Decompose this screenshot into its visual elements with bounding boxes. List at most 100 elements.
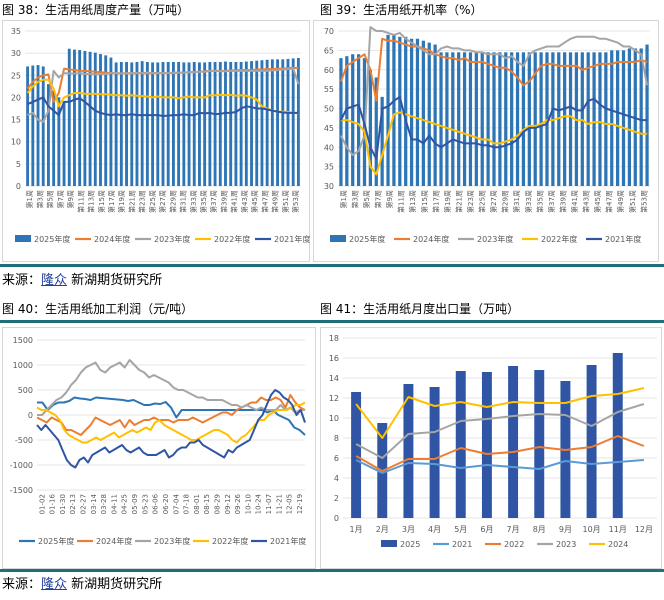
x-tick-label: 第23周 — [466, 190, 475, 213]
series-line — [37, 396, 306, 436]
bar — [621, 50, 626, 186]
bar — [386, 34, 390, 186]
x-tick-label: 02-13 — [69, 494, 77, 514]
divider-bar-mid — [0, 320, 664, 323]
bar — [521, 52, 526, 186]
series-line — [36, 389, 306, 469]
x-tick-label: 12月 — [635, 525, 653, 534]
bar — [339, 58, 343, 186]
bar — [445, 52, 449, 186]
bar — [457, 52, 461, 186]
x-tick-label: 第29周 — [501, 190, 510, 213]
y-tick-label: 0 — [28, 411, 33, 420]
chart-c41: 0 2 4 6 8 10 12 14 16 18 1月 2月 3月 4月 5月 6月 7月 8月 9月 10月 11月 1… — [329, 334, 657, 549]
x-tick-label: 10-24 — [255, 493, 263, 514]
bar — [645, 44, 649, 186]
legend-label: 2023 — [556, 540, 576, 549]
legend-swatch — [330, 235, 346, 242]
x-tick-label: 第13周 — [87, 190, 96, 213]
source-suffix: 新湖期货研究所 — [67, 273, 163, 288]
bar — [368, 69, 372, 186]
bar — [392, 34, 396, 186]
bar — [568, 52, 573, 186]
bar — [239, 62, 243, 186]
chart-title-c38: 图 38：生活用纸周度产量（万吨） — [2, 3, 190, 17]
x-tick-label: 2月 — [376, 525, 389, 534]
x-tick-label: 06-20 — [162, 494, 170, 514]
source-prefix: 来源： — [2, 577, 42, 592]
bar — [409, 38, 414, 186]
x-tick-label: 08-15 — [203, 494, 211, 514]
x-tick-label: 第15周 — [420, 190, 429, 213]
x-tick-label: 第13周 — [408, 190, 417, 213]
x-tick-label: 第31周 — [179, 190, 188, 213]
bar — [498, 52, 502, 186]
source-brand-link[interactable]: 隆众 — [41, 577, 68, 592]
chart-c39: 30 35 40 45 50 55 60 65 70 第1周 第3周 第5周 第7周 第9周 第11周 第13… — [324, 26, 650, 244]
divider-bar-bottom — [0, 569, 664, 572]
bar — [455, 371, 466, 518]
legend-label: 2021年度 — [274, 234, 310, 244]
x-tick-label: 第21周 — [127, 190, 136, 213]
bar — [73, 49, 76, 186]
x-tick-label: 第47周 — [260, 190, 269, 213]
x-tick-label: 第41周 — [230, 190, 239, 213]
bar — [36, 65, 40, 186]
series-line — [355, 387, 645, 439]
series-line — [37, 359, 305, 416]
bar — [380, 96, 384, 186]
series-line — [27, 67, 300, 123]
x-tick-label: 08-01 — [193, 494, 201, 514]
y-tick-label: -1500 — [10, 486, 33, 495]
bar — [468, 52, 473, 186]
y-tick-label: 1500 — [13, 336, 33, 345]
bar — [276, 59, 279, 186]
legend-swatch — [381, 540, 397, 547]
y-tick-label: 65 — [324, 46, 334, 55]
legend-label: 2022年度 — [212, 536, 248, 546]
bar — [265, 59, 269, 186]
bar — [563, 52, 567, 186]
bar — [229, 62, 233, 186]
x-tick-label: 第21周 — [454, 190, 463, 213]
legend-label: 2024 — [608, 540, 628, 549]
legend-label: 2025年度 — [38, 536, 74, 546]
series-line — [355, 459, 644, 474]
legend-label: 2025年度 — [34, 234, 70, 244]
x-tick-label: 第5周 — [46, 190, 55, 208]
bar — [451, 52, 455, 186]
bar — [286, 58, 290, 186]
x-tick-label: 第9周 — [385, 190, 394, 208]
y-tick-label: 45 — [324, 124, 334, 133]
x-tick-label: 03-28 — [100, 494, 108, 514]
y-tick-label: -1000 — [10, 461, 33, 470]
x-tick-label: 06-06 — [152, 493, 160, 514]
bar — [639, 48, 643, 186]
bar — [114, 62, 118, 186]
bar — [510, 52, 514, 186]
bar — [439, 52, 443, 186]
x-tick-label: 12-05 — [286, 494, 294, 514]
x-tick-label: 第19周 — [117, 190, 126, 213]
source-brand-link[interactable]: 隆众 — [41, 273, 68, 288]
y-tick-label: 30 — [11, 49, 21, 58]
chart-panel-c40: -1500 -1000 -500 0 500 1000 1500 01-02 01-16 01-3… — [2, 327, 316, 569]
legend-label: 2025年度 — [349, 234, 385, 244]
legend-label: 2022年度 — [541, 234, 577, 244]
x-tick-label: 7月 — [507, 525, 520, 534]
x-tick-label: 第1周 — [339, 190, 348, 208]
x-tick-label: 第51周 — [628, 190, 637, 213]
bar — [486, 52, 490, 186]
y-tick-label: 50 — [324, 105, 334, 114]
x-tick-label: 第37周 — [209, 190, 218, 213]
y-tick-label: 8 — [334, 434, 339, 443]
bar — [415, 38, 420, 186]
x-tick-label: 第47周 — [605, 190, 614, 213]
x-tick-label: 3月 — [402, 525, 415, 534]
x-tick-label: 第27周 — [158, 190, 167, 213]
bar — [429, 387, 440, 518]
x-tick-label: 第45周 — [250, 190, 259, 213]
legend-label: 2024年度 — [96, 536, 132, 546]
x-tick-label: 第23周 — [138, 190, 147, 213]
x-tick-label: 第7周 — [56, 190, 65, 208]
